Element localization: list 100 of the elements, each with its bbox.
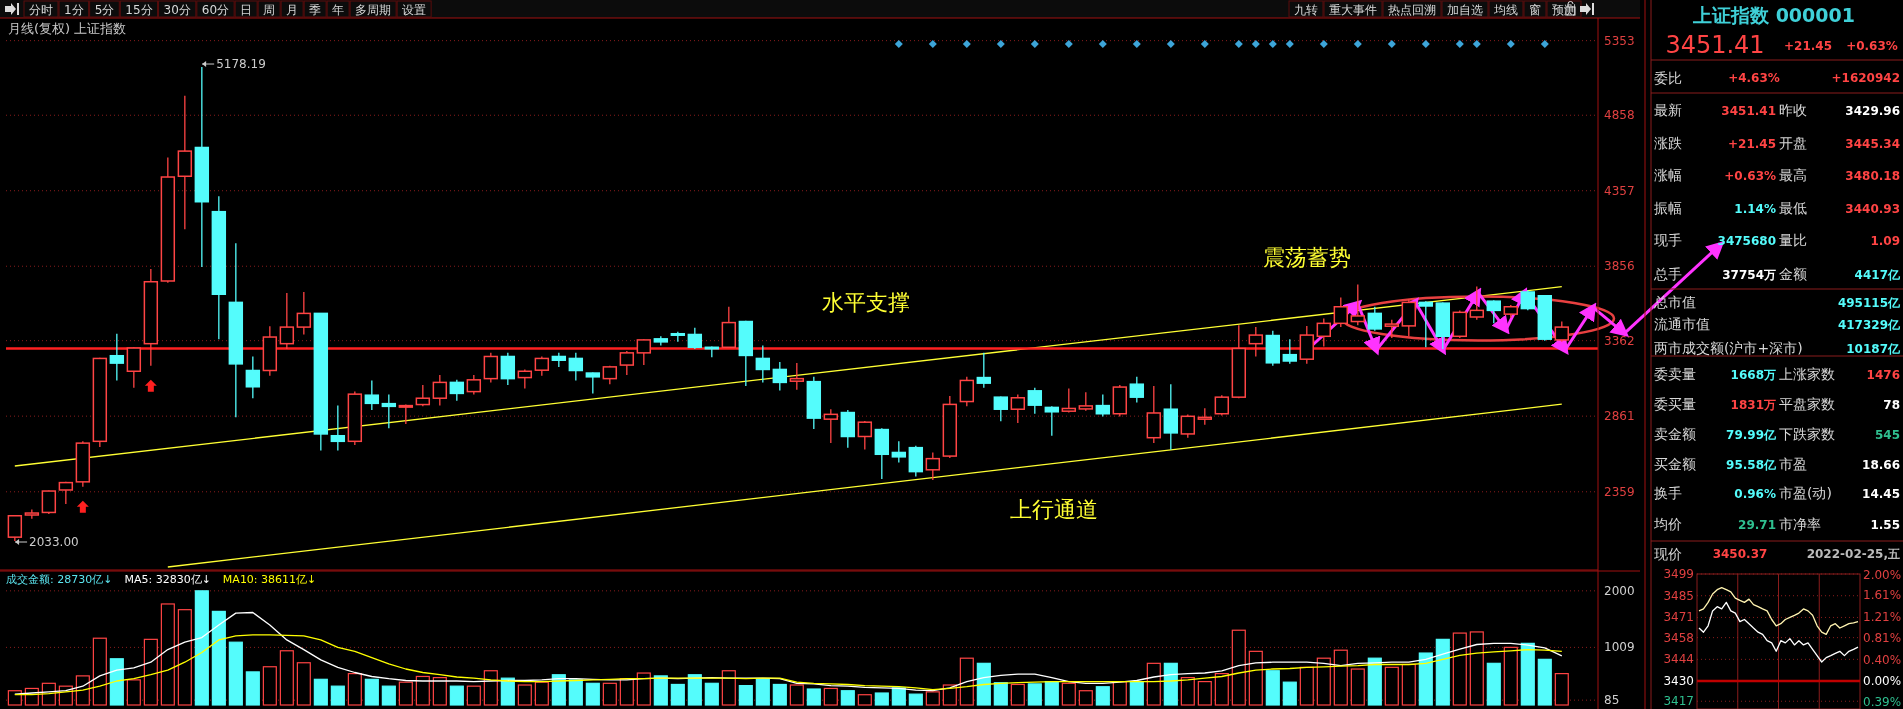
bar — [1554, 673, 1569, 706]
candlestick — [1333, 296, 1349, 328]
text: 1.09 — [1870, 234, 1900, 248]
bar — [1180, 677, 1195, 706]
candlestick — [381, 393, 397, 430]
text: 3429.96 — [1845, 104, 1900, 118]
y2-tick-label: 0.81% — [1863, 631, 1902, 646]
candlestick — [1248, 326, 1264, 358]
bar — [1503, 646, 1518, 706]
bar — [1231, 629, 1246, 706]
candlestick — [1367, 306, 1383, 332]
text: 0.96% — [1734, 487, 1776, 501]
candlestick — [1384, 319, 1400, 339]
candlestick — [449, 379, 465, 402]
text: 18.66 — [1862, 458, 1900, 472]
text: 周 — [263, 3, 276, 17]
text: 30分 — [163, 3, 191, 17]
bar — [1061, 682, 1076, 706]
candlestick — [619, 350, 635, 376]
text: 均价 — [1653, 516, 1682, 532]
text: 总手 — [1653, 266, 1682, 282]
bar — [109, 658, 124, 706]
bar — [857, 694, 872, 706]
y-tick-label: 2861 — [1604, 409, 1635, 424]
bar — [1537, 658, 1552, 706]
bar — [568, 679, 583, 706]
text: 金额 — [1779, 266, 1807, 282]
y-tick-label: 3485 — [1663, 588, 1694, 603]
bar — [1010, 683, 1025, 706]
bar — [874, 692, 889, 706]
candlestick — [1452, 309, 1467, 339]
candlestick — [364, 379, 380, 411]
text: 卖金额 — [1654, 426, 1696, 442]
candlestick — [636, 338, 652, 366]
candlestick — [1061, 387, 1077, 414]
y-tick-label: 3458 — [1663, 630, 1694, 645]
bar — [1112, 681, 1127, 706]
text: 平盘家数 — [1779, 396, 1835, 412]
candlestick — [823, 408, 839, 444]
text: 3445.34 — [1845, 137, 1900, 151]
candlestick — [330, 404, 346, 452]
line-series — [14, 611, 1563, 695]
candlestick — [1316, 317, 1332, 348]
bar — [1044, 681, 1059, 706]
candlestick — [296, 291, 312, 336]
text: +21.45 — [1783, 39, 1833, 53]
text: 下跌家数 — [1779, 426, 1835, 442]
bar — [755, 678, 770, 706]
text: MA10: 38611亿↓ — [222, 573, 317, 586]
text: +0.63% — [1724, 169, 1776, 183]
candlestick — [891, 440, 907, 464]
text: 10187亿 — [1846, 342, 1901, 356]
bar — [687, 674, 702, 706]
candlestick — [585, 371, 601, 395]
text: 市净率 — [1779, 516, 1821, 532]
text: 预测 — [1552, 3, 1576, 17]
text: 市盈 — [1779, 456, 1807, 472]
text: 上证指数 000001 — [1692, 4, 1855, 26]
text: 开盘 — [1779, 135, 1807, 151]
bar — [1095, 686, 1110, 706]
candlestick — [1554, 320, 1569, 343]
bar — [347, 673, 362, 706]
text: 79.99亿 — [1726, 428, 1777, 442]
text: 最高 — [1779, 167, 1807, 183]
y-tick-label: 2359 — [1604, 484, 1635, 499]
bar — [1299, 666, 1314, 706]
bar — [993, 682, 1008, 706]
bar — [415, 675, 430, 706]
y-tick-label: 1009 — [1604, 640, 1635, 655]
bar — [1078, 690, 1093, 706]
text: 最低 — [1779, 200, 1807, 216]
bar — [891, 687, 906, 706]
bar — [296, 662, 311, 706]
candlestick — [1180, 413, 1196, 439]
bar — [92, 637, 107, 706]
text: 78 — [1883, 398, 1900, 412]
bar — [1520, 642, 1535, 706]
annotation: 上行通道 — [1009, 496, 1098, 522]
bar — [534, 681, 549, 706]
bar — [585, 682, 600, 706]
text: 市盈(动) — [1779, 485, 1832, 501]
text: 月 — [286, 3, 299, 17]
bar — [466, 685, 481, 706]
text: 分时 — [29, 3, 53, 17]
bar — [636, 672, 651, 706]
text: 换手 — [1654, 485, 1682, 501]
text: 委买量 — [1654, 396, 1696, 412]
bar — [1027, 683, 1042, 706]
bar — [449, 685, 464, 706]
bar — [143, 638, 158, 706]
y-tick-label: 4357 — [1604, 183, 1635, 198]
text: 4417亿 — [1854, 268, 1901, 282]
bar — [194, 590, 209, 706]
text: 3475680 — [1717, 234, 1776, 248]
bar — [1435, 638, 1450, 706]
candlestick — [1027, 387, 1043, 415]
candlestick — [7, 514, 23, 542]
y-tick-label: 3856 — [1604, 259, 1635, 274]
annotation: 5178.19 — [216, 57, 266, 72]
bar — [908, 693, 923, 706]
